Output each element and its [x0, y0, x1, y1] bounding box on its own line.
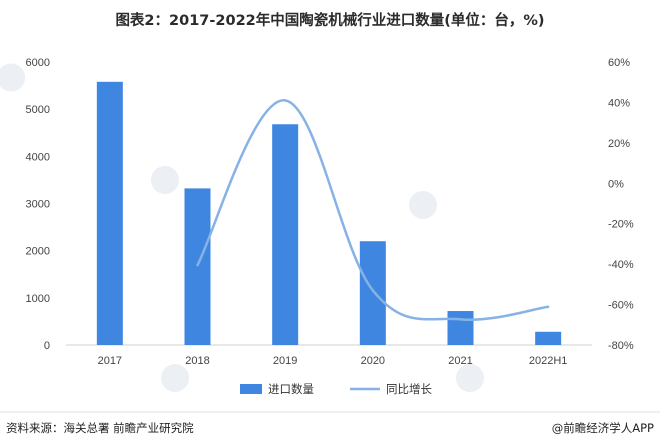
legend: 进口数量 同比增长 — [240, 382, 432, 396]
left-tick-label: 4000 — [26, 151, 50, 163]
watermark-logo — [456, 364, 484, 392]
growth-line — [196, 99, 550, 322]
bar-2017 — [96, 81, 123, 345]
left-tick-label: 3000 — [26, 199, 50, 211]
watermark-logo — [409, 191, 437, 219]
legend-swatch-bar — [240, 384, 262, 394]
left-tick-label: 0 — [44, 340, 50, 352]
legend-label-bar: 进口数量 — [268, 382, 314, 396]
chart-title: 图表2：2017-2022年中国陶瓷机械行业进口数量(单位：台，%) — [115, 11, 544, 29]
right-tick-label: -80% — [608, 340, 634, 352]
bar-2022H1 — [535, 331, 562, 345]
right-tick-label: -20% — [608, 219, 634, 231]
watermark-logo — [151, 166, 179, 194]
right-tick-label: 0% — [608, 178, 624, 190]
line-series — [196, 99, 550, 322]
right-tick-label: -60% — [608, 300, 634, 312]
x-tick-label: 2021 — [448, 355, 472, 367]
legend-label-line: 同比增长 — [386, 382, 432, 396]
left-tick-label: 2000 — [26, 246, 50, 258]
left-y-axis: 0 1000 2000 3000 4000 5000 6000 — [26, 57, 50, 352]
left-tick-label: 1000 — [26, 293, 50, 305]
right-tick-label: 20% — [608, 138, 630, 150]
right-y-axis: -80% -60% -40% -20% 0% 20% 40% 60% — [608, 57, 634, 352]
left-tick-label: 5000 — [26, 104, 50, 116]
x-tick-label: 2017 — [98, 355, 122, 367]
bar-2018 — [184, 188, 211, 345]
right-tick-label: 60% — [608, 57, 630, 69]
x-tick-label: 2019 — [273, 355, 297, 367]
watermark-logo — [161, 364, 189, 392]
bar-2020 — [359, 241, 386, 345]
bar-2019 — [272, 124, 299, 345]
watermark-logo — [0, 63, 26, 92]
brand-note: @前瞻经济学人APP — [552, 421, 654, 435]
watermark-group — [0, 63, 484, 392]
x-tick-label: 2022H1 — [529, 355, 568, 367]
source-note: 资料来源：海关总署 前瞻产业研究院 — [6, 421, 194, 435]
bar-2021 — [447, 311, 474, 345]
x-tick-label: 2020 — [361, 355, 385, 367]
right-tick-label: -40% — [608, 259, 634, 271]
x-tick-label: 2018 — [185, 355, 209, 367]
left-tick-label: 6000 — [26, 57, 50, 69]
right-tick-label: 40% — [608, 97, 630, 109]
bar-series — [96, 81, 562, 345]
x-axis-ticks: 2017 2018 2019 2020 2021 2022H1 — [98, 355, 568, 367]
